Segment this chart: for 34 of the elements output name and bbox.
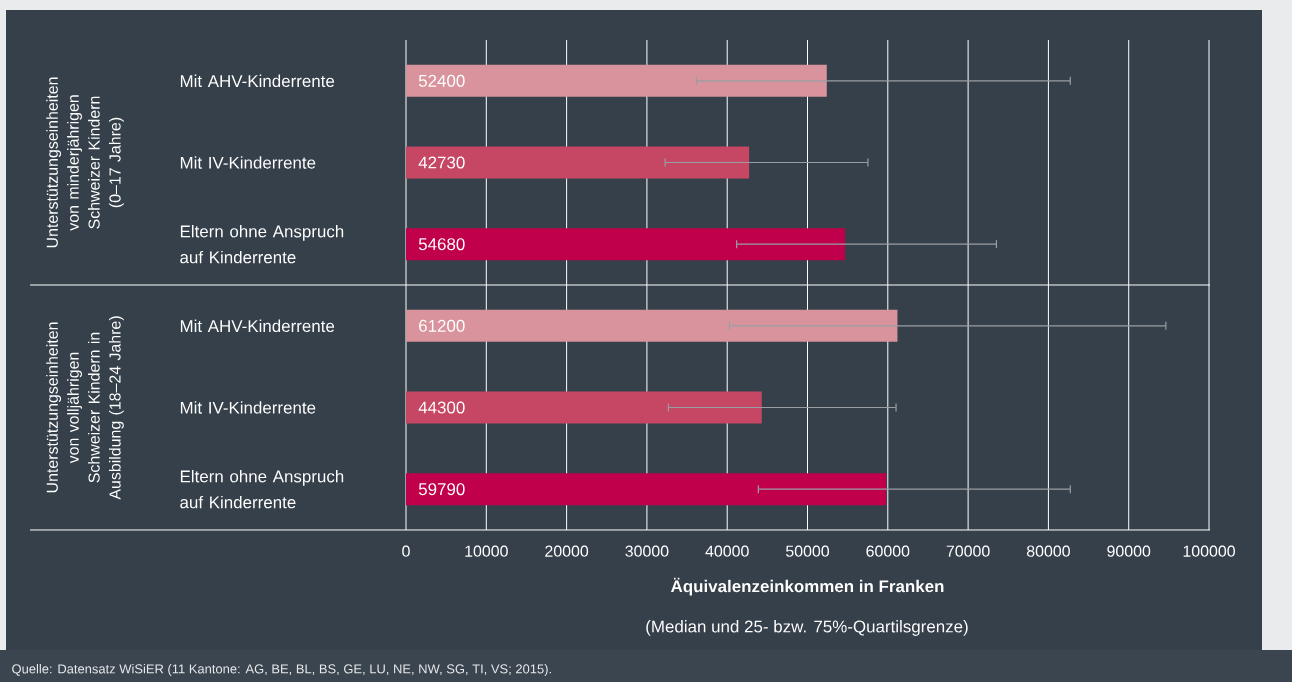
x-tick-label: 50000	[785, 545, 830, 557]
y-tick-label: Eltern ohne Anspruch auf Kinderrente	[180, 469, 344, 509]
x-tick-label: 70000	[946, 545, 990, 557]
data-label: 61200	[419, 319, 465, 332]
x-tick-label: 10000	[465, 545, 508, 557]
bar	[406, 391, 762, 424]
text: Unterstützungseinheiten von volljährigen Schweizer Kindern in Ausbildung (18–24 Jahre)	[46, 316, 124, 500]
source-note: Quelle: Datensatz WiSiER (11 Kantone: AG, BE, BL, BS, GE, LU, NE, NW, SG, TI, VS; 2015).	[12, 663, 551, 677]
y-tick-label: Mit IV-Kinderrente	[180, 156, 316, 169]
x-tick-label: 40000	[705, 545, 749, 557]
y-tick-label: Mit IV-Kinderrente	[180, 401, 316, 414]
bar	[406, 228, 846, 261]
data-label: 42730	[418, 156, 465, 169]
x-axis-title: Äquivalenzeinkommen in Franken	[671, 577, 944, 596]
text: (Median und 25- bzw. 75%-Quartilsgrenze)	[646, 620, 968, 636]
x-tick-label: 60000	[866, 545, 910, 557]
text: Unterstützungseinheiten von minderjährigen Schweizer Kindern (0–17 Jahre)	[46, 77, 124, 248]
bar	[406, 146, 750, 179]
x-tick-label: 90000	[1107, 545, 1151, 557]
y-tick-label: Mit AHV-Kinderrente	[180, 319, 335, 333]
x-tick-label: 80000	[1026, 545, 1070, 557]
bar	[406, 64, 827, 97]
data-label: 54680	[418, 238, 465, 251]
data-label: 44300	[418, 401, 465, 414]
x-tick-label: 30000	[625, 545, 669, 557]
x-tick-label: 20000	[545, 545, 589, 557]
y-tick-label: Eltern ohne Anspruch auf Kinderrente	[180, 225, 344, 264]
y-tick-label: Mit AHV-Kinderrente	[180, 74, 335, 88]
data-label: 59790	[418, 483, 465, 496]
x-tick-label: 0	[402, 545, 410, 557]
bar	[406, 309, 898, 342]
bar	[406, 473, 887, 506]
x-tick-label: 100000	[1183, 545, 1235, 557]
data-label: 52400	[418, 74, 465, 87]
